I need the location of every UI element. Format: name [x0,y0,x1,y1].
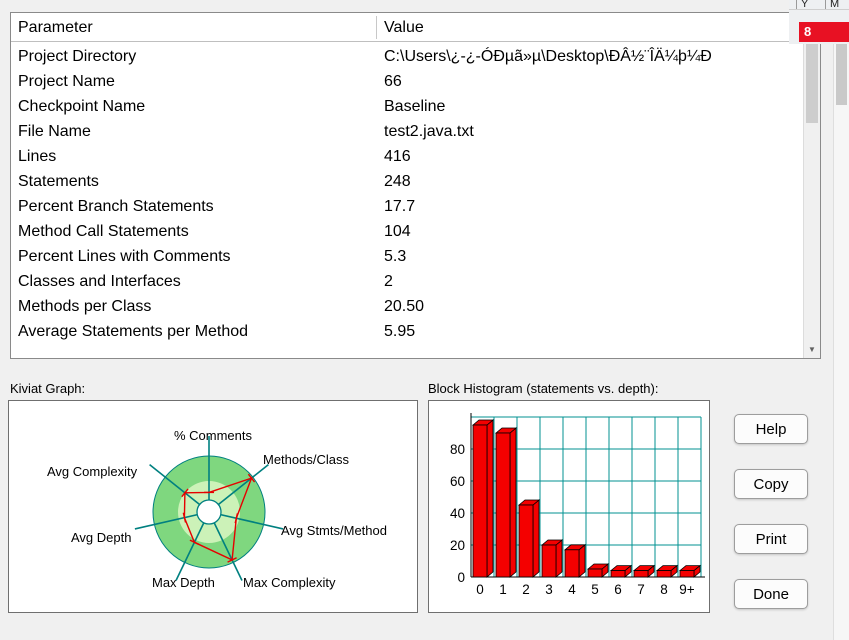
table-row[interactable]: Percent Branch Statements 17.7 [11,194,803,219]
kiviat-graph-label: Kiviat Graph: [10,381,86,396]
parameter-cell: Lines [18,148,57,165]
svg-text:4: 4 [568,582,576,597]
table-row[interactable]: Methods per Class 20.50 [11,294,803,319]
value-cell: test2.java.txt [384,123,474,140]
svg-text:8: 8 [660,582,668,597]
svg-text:2: 2 [522,582,530,597]
parameter-cell: Statements [18,173,99,190]
table-row[interactable]: Project Directory C:\Users\¿-¿-ÓÐµã»µ\Des… [11,44,803,69]
table-row[interactable]: Percent Lines with Comments 5.3 [11,244,803,269]
kiviat-axis-label: Max Complexity [243,575,336,590]
value-cell: 2 [384,273,393,290]
kiviat-axis-label: Avg Stmts/Method [281,523,387,538]
kiviat-axis-label: % Comments [173,428,253,443]
parameter-cell: Project Directory [18,48,137,65]
parameter-cell: Method Call Statements [18,223,189,240]
col-header-parameter[interactable]: Parameter [18,19,93,36]
parameter-cell: Percent Branch Statements [18,198,214,215]
scroll-down-icon[interactable]: ▼ [808,345,816,354]
svg-text:1: 1 [499,582,507,597]
value-cell: 66 [384,73,402,90]
table-row[interactable]: Statements 248 [11,169,803,194]
value-cell: Baseline [384,98,446,115]
value-cell: 248 [384,173,411,190]
parameter-cell: Percent Lines with Comments [18,248,231,265]
table-row[interactable]: Average Statements per Method 5.95 [11,319,803,344]
svg-text:9+: 9+ [679,582,695,597]
value-cell: 5.95 [384,323,416,340]
svg-text:6: 6 [614,582,622,597]
table-row[interactable]: Classes and Interfaces 2 [11,269,803,294]
col-header-value[interactable]: Value [384,19,424,36]
value-cell: 20.50 [384,298,425,315]
kiviat-chart-svg [134,436,284,581]
parameter-cell: Average Statements per Method [18,323,249,340]
metrics-table: Parameter Value Project Directory C:\User… [10,12,821,359]
svg-text:60: 60 [450,474,465,489]
block-histogram: 0 20 40 60 80 0 1 2 3 4 5 6 7 8 9+ [428,400,710,613]
svg-text:3: 3 [545,582,553,597]
svg-text:0: 0 [457,570,465,585]
svg-text:80: 80 [450,442,465,457]
value-cell: 5.3 [384,248,407,265]
svg-text:20: 20 [450,538,465,553]
parameter-cell: Project Name [18,73,115,90]
background-header-letter: M [825,0,839,9]
svg-text:7: 7 [637,582,645,597]
value-cell: C:\Users\¿-¿-ÓÐµã»µ\Desktop\ÐÂ½¨ÎÄ¼þ¼Ð [384,48,712,65]
page-scrollbar[interactable] [833,0,849,640]
value-cell: 416 [384,148,411,165]
column-divider [376,16,377,39]
kiviat-axis-label: Methods/Class [263,452,349,467]
svg-text:5: 5 [591,582,599,597]
page-scrollbar-thumb[interactable] [836,2,847,105]
value-cell: 17.7 [384,198,416,215]
table-scrollbar-thumb[interactable] [806,31,818,123]
table-header-row: Parameter Value [11,13,803,42]
parameter-cell: Checkpoint Name [18,98,146,115]
kiviat-graph: % Comments Methods/Class Avg Stmts/Method M… [8,400,418,613]
help-button[interactable]: Help [734,414,808,444]
red-badge-text: 8 [804,24,812,39]
red-badge: 8 [799,22,849,42]
value-cell: 104 [384,223,411,240]
parameter-cell: Methods per Class [18,298,152,315]
copy-button[interactable]: Copy [734,469,808,499]
table-row[interactable]: Method Call Statements 104 [11,219,803,244]
table-scrollbar[interactable]: ▲ ▼ [803,13,820,358]
print-button[interactable]: Print [734,524,808,554]
kiviat-axis-label: Avg Depth [71,530,132,545]
table-row[interactable]: Lines 416 [11,144,803,169]
done-button[interactable]: Done [734,579,808,609]
background-header-letter: Y [796,0,808,9]
parameter-cell: Classes and Interfaces [18,273,181,290]
table-row[interactable]: Checkpoint Name Baseline [11,94,803,119]
table-row[interactable]: Project Name 66 [11,69,803,94]
svg-text:0: 0 [476,582,484,597]
dialog-buttons: Help Copy Print Done [734,414,808,609]
svg-text:40: 40 [450,506,465,521]
table-row[interactable]: File Name test2.java.txt [11,119,803,144]
kiviat-axis-label: Max Depth [152,575,215,590]
histogram-label: Block Histogram (statements vs. depth): [428,381,659,396]
table-body: Project Directory C:\Users\¿-¿-ÓÐµã»µ\Des… [11,44,803,358]
kiviat-axis-label: Avg Complexity [47,464,138,479]
parameter-cell: File Name [18,123,91,140]
